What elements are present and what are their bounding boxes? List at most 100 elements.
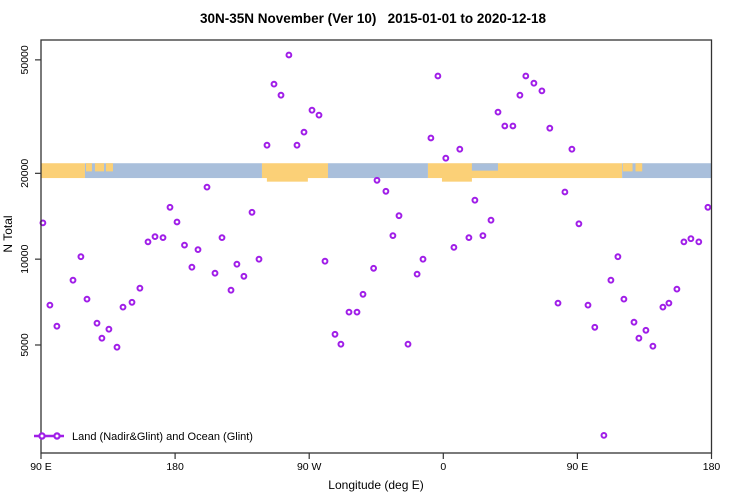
data-point: [113, 343, 121, 351]
data-point: [607, 276, 615, 284]
data-point: [600, 432, 608, 439]
data-point: [642, 326, 650, 334]
x-tick-label: 0: [440, 461, 446, 473]
data-point: [509, 122, 517, 130]
data-point: [159, 234, 167, 242]
map-coast-bump: [266, 177, 308, 182]
data-point: [248, 208, 256, 216]
map-sea-overlay: [471, 163, 498, 171]
data-point: [487, 216, 495, 224]
data-point: [136, 284, 144, 292]
data-point: [413, 270, 421, 278]
data-point: [695, 238, 703, 246]
data-point: [635, 334, 643, 342]
map-island: [85, 163, 92, 172]
data-point: [554, 299, 562, 307]
data-point: [620, 295, 628, 303]
data-point: [373, 176, 381, 184]
map-ocean-segment: [84, 163, 262, 179]
data-point: [630, 318, 638, 326]
data-point: [105, 325, 113, 333]
data-point: [591, 323, 599, 331]
data-point: [522, 72, 530, 80]
data-point: [450, 244, 458, 251]
data-point: [321, 257, 329, 265]
data-point: [144, 238, 152, 246]
data-point: [359, 290, 367, 298]
y-tick-label: 5000: [19, 333, 31, 357]
data-point: [479, 232, 487, 240]
data-point: [456, 145, 464, 153]
data-point: [584, 301, 592, 309]
data-point: [255, 255, 263, 263]
x-tick-label: 90 E: [567, 461, 589, 473]
data-point: [166, 203, 174, 211]
data-point: [561, 188, 569, 196]
map-island: [94, 163, 105, 172]
data-point: [353, 308, 361, 316]
data-point: [465, 234, 473, 242]
data-point: [704, 203, 712, 211]
y-axis-title: N Total: [1, 215, 15, 252]
map-land-segment: [427, 163, 623, 179]
data-point: [370, 264, 378, 272]
data-point: [568, 145, 576, 153]
legend-marker-icon: [38, 432, 46, 440]
map-island: [105, 163, 113, 172]
x-tick-label: 90 W: [297, 461, 322, 473]
map-land-segment: [261, 163, 328, 179]
data-point: [404, 340, 412, 348]
data-point: [442, 154, 450, 162]
data-point: [308, 106, 316, 114]
data-point: [53, 322, 61, 330]
data-point: [331, 330, 339, 338]
data-point: [501, 122, 509, 130]
plot-box: [40, 39, 713, 454]
data-point: [395, 212, 403, 220]
data-point: [181, 241, 188, 249]
data-point: [538, 87, 546, 95]
data-point: [293, 141, 301, 149]
data-point: [270, 80, 278, 88]
y-tick-label: 10000: [19, 244, 31, 273]
data-point: [218, 234, 226, 242]
data-point: [434, 72, 442, 80]
legend-marker-icon: [53, 432, 61, 440]
data-point: [530, 79, 538, 87]
map-island: [622, 163, 633, 172]
data-point: [345, 308, 353, 316]
x-tick-label: 180: [166, 461, 184, 473]
data-point: [680, 238, 688, 246]
data-point: [188, 263, 196, 271]
data-point: [233, 260, 241, 268]
data-point: [77, 253, 85, 261]
y-tick-label: 50000: [19, 45, 31, 74]
data-point: [494, 108, 502, 116]
data-point: [665, 299, 673, 307]
chart-title: 30N-35N November (Ver 10) 2015-01-01 to …: [200, 11, 546, 26]
data-point: [240, 272, 248, 280]
x-axis-title: Longitude (deg E): [328, 478, 423, 492]
data-point: [203, 183, 211, 191]
data-point: [575, 220, 583, 228]
map-ocean-segment: [327, 163, 428, 179]
data-point: [46, 301, 54, 309]
map-land-segment: [41, 163, 85, 179]
y-tick-label: 20000: [19, 159, 31, 188]
data-point: [659, 303, 667, 311]
x-tick-label: 90 E: [30, 461, 52, 473]
data-point: [285, 51, 293, 59]
data-point: [315, 111, 323, 119]
data-point: [173, 218, 181, 226]
x-tick-label: 180: [703, 461, 721, 473]
map-ocean-segment: [622, 163, 712, 179]
data-point: [98, 334, 106, 342]
data-point: [69, 276, 77, 284]
data-point: [649, 342, 657, 350]
map-coast-bump: [441, 177, 472, 182]
data-point: [128, 298, 136, 306]
data-point: [263, 141, 271, 149]
data-point: [673, 285, 681, 293]
